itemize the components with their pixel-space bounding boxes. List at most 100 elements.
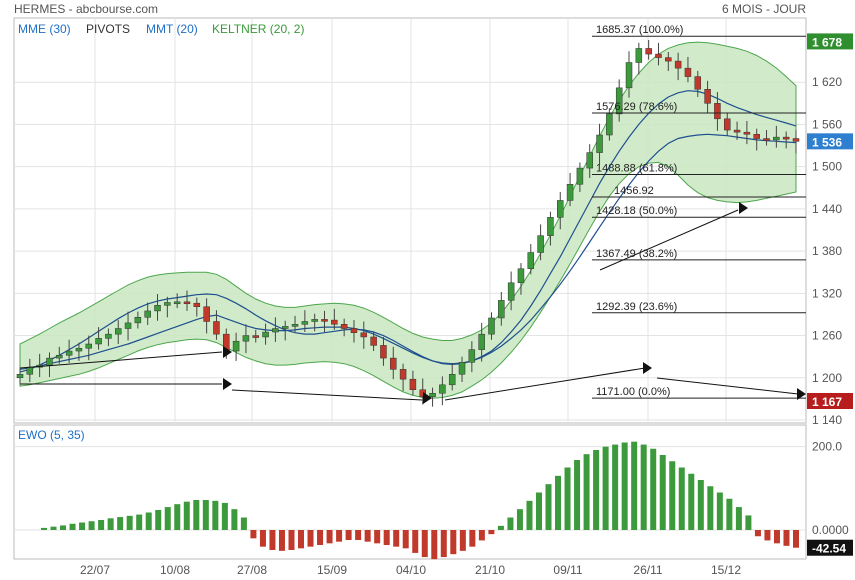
candle-body [478, 333, 485, 350]
ewo-bar [659, 455, 666, 530]
chart-title: HERMES - abcbourse.com [14, 2, 158, 16]
candle-body [164, 302, 171, 306]
ewo-bar [555, 475, 562, 530]
ewo-bar [773, 530, 780, 544]
last-price-text: 1 536 [812, 135, 842, 149]
arrow-head [223, 346, 232, 358]
candle-body [124, 322, 132, 329]
ewo-bar [402, 530, 409, 549]
candle-body [85, 343, 93, 349]
candle-body [370, 336, 377, 346]
candle-body [625, 62, 633, 89]
ewo-bar [231, 509, 238, 530]
arrow-head [739, 202, 748, 214]
legend-mme: MME (30) [18, 22, 71, 36]
ewo-bar [459, 530, 466, 551]
ewo-bar [516, 509, 523, 530]
ewo-bar [69, 523, 76, 530]
candle-body [242, 335, 250, 342]
ewo-bar [583, 454, 590, 530]
keltner-area [19, 41, 797, 399]
x-tick-label: 21/10 [475, 563, 505, 577]
ewo-bar [735, 507, 742, 530]
candle-body [537, 235, 544, 253]
ewo-bar [317, 530, 324, 545]
ewo-tick-label: 0.0000 [812, 523, 849, 537]
mmt-line [19, 90, 797, 373]
candle-body [557, 200, 564, 218]
ewo-bar [469, 530, 476, 547]
ewo-bar [79, 522, 86, 530]
ewo-bar [688, 473, 695, 530]
candle-body [154, 305, 161, 312]
candle-body [419, 389, 426, 398]
last-price-tag [807, 133, 853, 150]
ewo-last-text: -42.54 [812, 542, 846, 556]
candle-body [665, 57, 672, 62]
fibo-label: 1456.92 [614, 185, 654, 197]
low-price-tag [807, 393, 853, 409]
x-tick-label: 04/10 [396, 563, 426, 577]
candle-body [468, 349, 476, 363]
ewo-bar [383, 530, 390, 545]
ewo-bar [440, 530, 447, 558]
ewo-bar [41, 527, 47, 530]
candles [16, 40, 800, 407]
ewo-bar [678, 467, 685, 530]
period-label: 6 MOIS - JOUR [722, 2, 806, 16]
ewo-bar [50, 526, 57, 530]
ewo-bar [526, 500, 533, 530]
ewo-bar [497, 525, 504, 530]
candle-body [321, 319, 328, 322]
candle-body [527, 252, 535, 269]
legend-pivots: PIVOTS [86, 22, 130, 36]
candle-body [773, 136, 780, 141]
candle-body [409, 378, 417, 390]
high-price-text: 1 678 [812, 35, 842, 49]
ewo-bar [612, 444, 619, 530]
candle-body [635, 48, 643, 63]
candle-body [596, 134, 603, 153]
candle-body [95, 338, 102, 345]
ewo-bar [164, 507, 171, 530]
ewo-bar [326, 530, 333, 544]
arrow-head [423, 392, 432, 404]
ewo-bar [221, 502, 228, 530]
ewo-bar [259, 530, 266, 547]
candle-body [311, 319, 318, 322]
ewo-bar [593, 450, 600, 530]
ewo-bar [126, 515, 133, 530]
ewo-bar [535, 492, 542, 530]
trend-line [19, 351, 223, 369]
candle-body [498, 300, 505, 319]
candle-body [380, 345, 387, 359]
arrow-head [643, 362, 652, 374]
arrow-head [223, 378, 232, 390]
ewo-bar [564, 467, 571, 530]
candle-body [56, 355, 63, 359]
candle-body [340, 324, 348, 329]
candle-body [488, 317, 495, 335]
fibo-label: 1292.39 (23.6%) [596, 301, 677, 313]
candle-body [743, 131, 751, 135]
candle-body [390, 357, 397, 370]
ewo-bar [669, 461, 676, 530]
candle-body [105, 333, 112, 339]
candle-body [272, 328, 279, 333]
ewo-bar [716, 492, 723, 530]
fibo-label: 1488.88 (61.8%) [596, 162, 677, 174]
candle-body [350, 328, 358, 333]
trend-line [444, 367, 646, 401]
fibo-label: 1171.00 (0.0%) [596, 386, 670, 398]
x-tick-label: 22/07 [80, 563, 110, 577]
high-price-tag [807, 33, 853, 50]
candle-body [507, 282, 515, 301]
candle-body [203, 306, 210, 322]
ewo-bar [278, 530, 285, 551]
candle-body [429, 393, 436, 398]
ewo-title: EWO (5, 35) [18, 428, 85, 442]
fibo-label: 1576.29 (78.6%) [596, 101, 677, 113]
x-tick-label: 26/11 [633, 563, 662, 577]
ewo-bar [421, 530, 428, 558]
